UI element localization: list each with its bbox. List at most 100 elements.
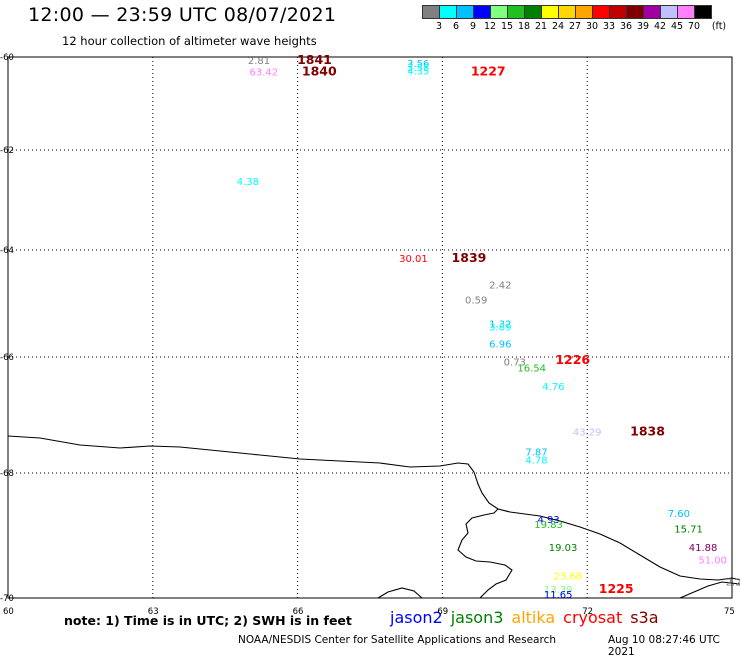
legend-label: 30 (585, 21, 599, 32)
legend-swatch (473, 5, 491, 19)
latitude-label: -70 (0, 594, 14, 604)
wave-height-value: 15.71 (674, 524, 703, 535)
legend-label: 45 (670, 21, 684, 32)
wave-height-value: 3.89 (489, 322, 511, 333)
legend-label: 12 (483, 21, 497, 32)
wave-height-value: 16.54 (517, 364, 546, 375)
color-legend (422, 5, 712, 19)
wave-height-value: 4.35 (407, 67, 429, 78)
legend-label: 33 (602, 21, 616, 32)
legend-label: 9 (469, 21, 477, 32)
wave-height-value: 11.65 (544, 590, 573, 601)
legend-swatch (592, 5, 610, 19)
legend-swatch (422, 5, 440, 19)
wave-height-value: 4.38 (237, 177, 259, 188)
page-subtitle: 12 hour collection of altimeter wave hei… (62, 34, 317, 48)
legend-label: 18 (517, 21, 531, 32)
footer-note: note: 1) Time is in UTC; 2) SWH is in fe… (64, 613, 352, 628)
latitude-label: -62 (0, 146, 14, 156)
wave-height-value: 13.39 (544, 585, 573, 596)
coastline-south (377, 587, 423, 599)
legend-swatch (609, 5, 627, 19)
page-title: 12:00 — 23:59 UTC 08/07/2021 (28, 4, 337, 26)
wave-height-value: 19.03 (549, 543, 578, 554)
satellite-legend: jason2 jason3 altika cryosat s3a (390, 608, 667, 627)
wave-height-value: 4.76 (542, 382, 564, 393)
latitude-label: -60 (0, 53, 14, 63)
map-frame (7, 56, 733, 599)
satellite-label: jason3 (450, 608, 504, 627)
wave-height-value: 1.32 (489, 320, 511, 331)
legend-swatch (575, 5, 593, 19)
wave-height-value: 43.29 (573, 427, 602, 438)
pass-time-label: 1226 (555, 352, 590, 367)
coastline-main (7, 435, 740, 581)
wave-height-value: 23.68 (554, 571, 583, 582)
legend-label: 6 (452, 21, 460, 32)
wave-height-value: 7.87 (525, 448, 547, 459)
latitude-labels: -60 -62 -64 -66 -68 -70 (0, 53, 14, 604)
legend-swatch (439, 5, 457, 19)
coastline-east (679, 581, 740, 599)
graticule (7, 56, 733, 599)
wave-height-value: 2.81 (248, 56, 270, 67)
wave-height-value: 6.96 (489, 339, 511, 350)
pass-time-label: 1225 (599, 581, 634, 596)
legend-label: 39 (636, 21, 650, 32)
latitude-label: -64 (0, 246, 14, 256)
wave-height-value: 2.42 (489, 281, 511, 292)
wave-height-value: 63.42 (249, 68, 278, 79)
legend-swatch (660, 5, 678, 19)
legend-swatch (456, 5, 474, 19)
coastline-inlet (457, 508, 513, 599)
pass-time-label: 1838 (630, 423, 665, 438)
legend-label: 70 (687, 21, 701, 32)
wave-height-value: 19.83 (534, 520, 563, 531)
legend-label: 3 (435, 21, 443, 32)
wave-height-value: 0.59 (465, 296, 487, 307)
satellite-label: jason2 (390, 608, 443, 627)
longitude-label: 60 (3, 607, 14, 617)
legend-label: 24 (551, 21, 565, 32)
pass-time-label: 1841 (297, 52, 332, 67)
longitude-label: 63 (148, 607, 159, 617)
wave-height-value: 4.93 (537, 515, 559, 526)
wave-height-value: 2.23 (726, 578, 740, 589)
latitude-label: -68 (0, 469, 14, 479)
longitude-label: 75 (724, 607, 735, 617)
legend-unit: (ft) (711, 21, 727, 32)
wave-height-value: 7.60 (668, 509, 690, 520)
wave-height-value: 3.58 (407, 63, 429, 74)
legend-swatch (507, 5, 525, 19)
legend-swatch (677, 5, 695, 19)
satellite-label: s3a (630, 608, 659, 627)
longitude-label: 69 (437, 607, 448, 617)
legend-swatch (558, 5, 576, 19)
longitude-label: 66 (293, 607, 304, 617)
wave-height-value: 51.00 (698, 556, 727, 567)
legend-labels: 3 6 9 12 15 18 21 24 27 30 33 36 39 42 45 70 (ft) (422, 21, 740, 35)
credit-line: NOAA/NESDIS Center for Satellite Applica… (238, 634, 738, 658)
longitude-labels: 60 63 66 69 72 75 (3, 607, 735, 617)
pass-time-label: 1839 (452, 250, 487, 265)
longitude-label: 72 (582, 607, 593, 617)
legend-label: 15 (500, 21, 514, 32)
latitude-label: -66 (0, 353, 14, 363)
legend-label: 42 (653, 21, 667, 32)
legend-swatch (694, 5, 712, 19)
satellite-label: cryosat (563, 608, 623, 627)
legend-label: 21 (534, 21, 548, 32)
pass-time-label: 1840 (302, 64, 337, 79)
wave-height-value: 4.78 (525, 456, 547, 467)
legend-label: 36 (619, 21, 633, 32)
wave-height-value: 3.56 (407, 59, 429, 70)
legend-swatch (643, 5, 661, 19)
generated-timestamp: Aug 10 08:27:46 UTC 2021 (608, 634, 720, 658)
legend-label: 27 (568, 21, 582, 32)
wave-height-value: 0.73 (504, 358, 526, 369)
legend-swatch (524, 5, 542, 19)
legend-swatch (626, 5, 644, 19)
